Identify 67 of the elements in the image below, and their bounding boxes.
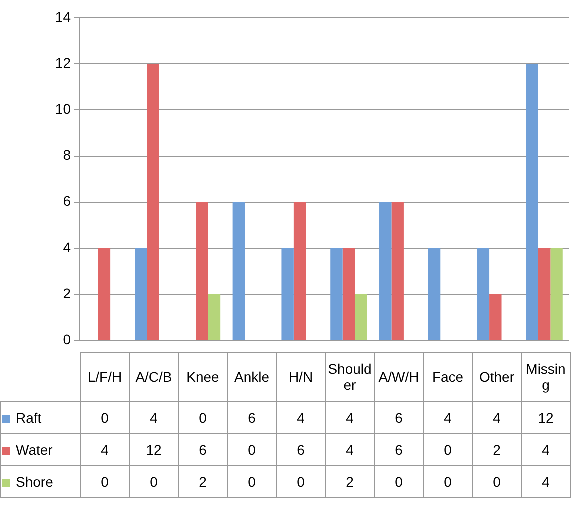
x-tick-label: Ankle <box>228 352 276 402</box>
x-tick-label: Shoulder <box>326 352 374 402</box>
bar <box>526 64 538 340</box>
data-label: 12 <box>522 402 570 434</box>
x-tick-label: A/C/B <box>130 352 178 402</box>
x-tick-label: Missing <box>522 352 570 402</box>
data-label: 4 <box>130 402 178 434</box>
data-label: 6 <box>374 434 424 466</box>
data-label: 4 <box>326 434 374 466</box>
data-label: 4 <box>276 402 326 434</box>
bar <box>538 248 551 340</box>
y-tick-label: 14 <box>55 8 72 25</box>
data-label: 4 <box>326 402 374 434</box>
x-tick-label: A/W/H <box>374 352 424 402</box>
bar <box>232 202 246 340</box>
bar <box>147 64 160 340</box>
bar <box>282 248 294 340</box>
y-tick-label: 6 <box>63 193 72 210</box>
bar <box>477 248 490 340</box>
data-label: 0 <box>424 466 472 498</box>
data-label: 4 <box>522 466 570 498</box>
y-tick-label: 8 <box>63 147 72 164</box>
bar <box>98 248 111 340</box>
x-tick-label: Other <box>472 352 522 402</box>
data-label: 6 <box>374 402 424 434</box>
bar <box>428 248 441 340</box>
bar <box>380 202 392 340</box>
data-label: 6 <box>178 434 228 466</box>
y-tick-label: 10 <box>55 101 72 118</box>
data-label: 2 <box>178 466 228 498</box>
bar <box>330 248 343 340</box>
legend-label: Shore <box>0 466 80 498</box>
data-label: 2 <box>472 434 522 466</box>
data-label: 0 <box>472 466 522 498</box>
y-tick-label: 2 <box>63 285 72 302</box>
data-label: 0 <box>178 402 228 434</box>
data-label: 4 <box>424 402 472 434</box>
x-tick-label: Knee <box>178 352 228 402</box>
data-label: 4 <box>472 402 522 434</box>
x-tick-label: H/N <box>276 352 326 402</box>
data-label: 6 <box>276 434 326 466</box>
data-label: 0 <box>276 466 326 498</box>
bar <box>490 294 502 340</box>
data-label: 12 <box>130 434 178 466</box>
data-label: 0 <box>374 466 424 498</box>
data-label: 0 <box>130 466 178 498</box>
bar <box>550 248 563 340</box>
y-tick-label: 4 <box>63 239 72 256</box>
bar <box>355 294 368 340</box>
data-label: 2 <box>326 466 374 498</box>
data-label: 0 <box>228 434 276 466</box>
bar <box>294 202 306 340</box>
data-label: 6 <box>228 402 276 434</box>
bar <box>135 248 148 340</box>
bar <box>342 248 356 340</box>
y-tick-label: 12 <box>55 54 72 71</box>
data-label: 0 <box>228 466 276 498</box>
legend-label: Raft <box>0 402 80 434</box>
y-tick-label: 0 <box>63 331 72 348</box>
x-tick-label: Face <box>424 352 472 402</box>
data-label: 0 <box>424 434 472 466</box>
x-tick-label: L/F/H <box>80 352 130 402</box>
bar <box>208 294 221 340</box>
data-label: 4 <box>522 434 570 466</box>
bar <box>196 202 208 340</box>
legend-label: Water <box>0 434 80 466</box>
bar <box>392 202 404 340</box>
